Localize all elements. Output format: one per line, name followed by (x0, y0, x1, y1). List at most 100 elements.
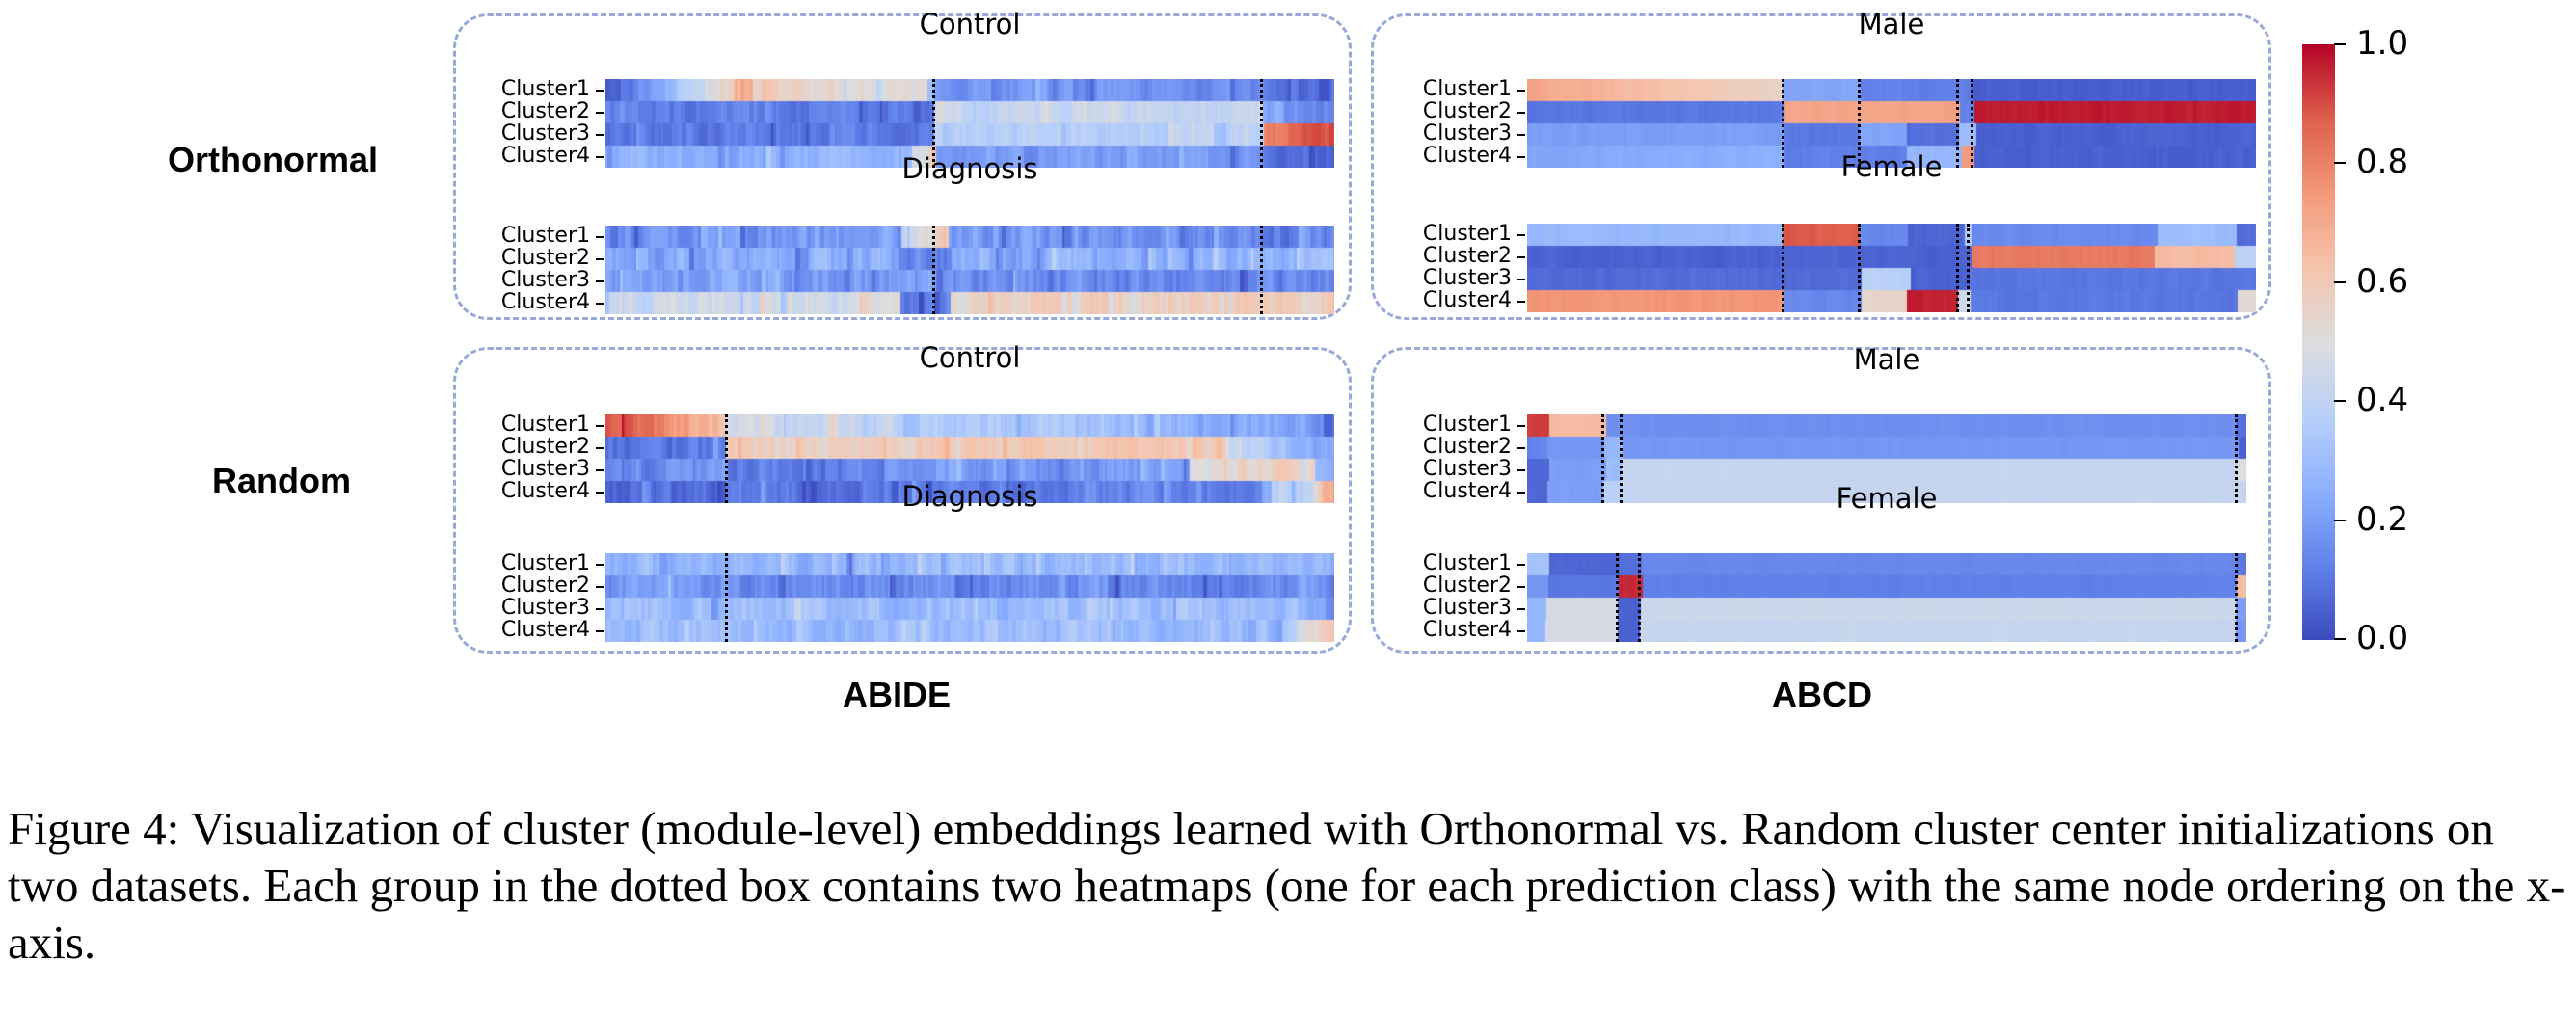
heatmap-cells (1527, 79, 2256, 168)
group-box-random-abide (453, 347, 1352, 654)
y-tick-mark (596, 608, 604, 610)
y-tick-label: Cluster4 (1422, 288, 1512, 312)
group-separator-line (1601, 414, 1605, 503)
heatmap-cells (1527, 414, 2246, 503)
heatmap-cells (1527, 224, 2256, 312)
y-tick-mark (596, 630, 604, 632)
y-tick-label: Cluster3 (1422, 457, 1512, 481)
panel-title: Male (1853, 343, 1920, 376)
y-tick-label: Cluster3 (1422, 266, 1512, 290)
y-tick-mark (596, 564, 604, 566)
group-separator-line (932, 79, 936, 168)
group-separator-line (1260, 79, 1264, 168)
group-separator-line (1857, 224, 1861, 312)
heatmap-cells (1527, 553, 2246, 642)
y-tick-mark (1517, 425, 1525, 427)
y-tick-mark (1517, 586, 1525, 588)
y-tick-label: Cluster2 (500, 574, 590, 598)
y-tick-mark (1517, 301, 1525, 303)
group-separator-line (1616, 553, 1620, 642)
colorbar-tick-label: 0.4 (2356, 381, 2409, 420)
y-tick-label: Cluster2 (500, 435, 590, 459)
y-tick-label: Cluster1 (500, 413, 590, 437)
heatmap-panel-random-abide-control: Control Cluster1 Cluster2 Cluster3 Cluster4 (451, 341, 1334, 503)
group-separator-line (1781, 79, 1784, 168)
y-tick-mark (596, 90, 604, 92)
y-tick-label: Cluster1 (500, 77, 590, 101)
group-box-orthonormal-abcd (1371, 13, 2271, 320)
y-tick-mark (596, 469, 604, 471)
y-tick-mark (1517, 279, 1525, 280)
figure-caption: Figure 4: Visualization of cluster (modu… (8, 802, 2566, 969)
y-tick-label: Cluster4 (500, 618, 590, 642)
y-tick-label: Cluster4 (500, 479, 590, 503)
y-tick-label: Cluster3 (1422, 121, 1512, 146)
heatmap (1527, 224, 2256, 312)
colorbar-tick-mark (2334, 638, 2346, 640)
y-tick-label: Cluster3 (500, 268, 590, 292)
group-separator-line (1971, 79, 1974, 168)
heatmap-cells (605, 226, 1334, 314)
heatmap-panel-orthonormal-abide-diagnosis: Diagnosis Cluster1 Cluster2 Cluster3 Cluster… (451, 152, 1334, 314)
group-separator-line (2234, 414, 2238, 503)
y-tick-mark (596, 134, 604, 136)
colorbar-tick-mark (2334, 162, 2346, 165)
column-label-abcd: ABCD (1772, 675, 1872, 714)
y-tick-mark (596, 303, 604, 305)
group-separator-line (724, 414, 728, 503)
colorbar-tick-label: 0.8 (2356, 143, 2409, 182)
colorbar-tick-mark (2334, 400, 2346, 403)
y-tick-mark (1517, 234, 1525, 236)
y-tick-mark (1517, 90, 1525, 92)
y-tick-mark (596, 258, 604, 260)
panel-title: Control (919, 341, 1021, 374)
y-tick-label: Cluster3 (500, 121, 590, 146)
y-tick-label: Cluster1 (500, 224, 590, 248)
y-tick-label: Cluster1 (500, 551, 590, 575)
panel-title: Control (919, 8, 1021, 40)
y-tick-mark (1517, 112, 1525, 114)
y-tick-label: Cluster1 (1422, 222, 1512, 246)
y-tick-label: Cluster4 (1422, 144, 1512, 168)
y-tick-label: Cluster2 (1422, 99, 1512, 123)
colorbar-tick-label: 0.0 (2356, 619, 2409, 657)
y-tick-label: Cluster4 (1422, 479, 1512, 503)
y-tick-mark (1517, 134, 1525, 136)
heatmap (1527, 79, 2256, 168)
y-tick-label: Cluster3 (1422, 596, 1512, 620)
y-tick-mark (1517, 564, 1525, 566)
panel-title: Diagnosis (901, 152, 1038, 185)
heatmap (605, 553, 1334, 642)
panel-title: Female (1836, 482, 1938, 515)
group-separator-line (1637, 553, 1641, 642)
colorbar-tick-mark (2334, 280, 2346, 283)
y-tick-mark (1517, 447, 1525, 449)
group-box-orthonormal-abide (453, 13, 1352, 320)
heatmap-panel-random-abide-diagnosis: Diagnosis Cluster1 Cluster2 Cluster3 Cluster… (451, 480, 1334, 642)
group-separator-line (932, 226, 936, 314)
y-tick-mark (596, 156, 604, 158)
y-tick-mark (1517, 630, 1525, 632)
y-tick-label: Cluster4 (1422, 618, 1512, 642)
y-tick-mark (596, 447, 604, 449)
colorbar-tick-label: 0.2 (2356, 499, 2409, 539)
group-box-random-abcd (1371, 347, 2271, 654)
panel-title: Female (1840, 150, 1943, 183)
y-tick-label: Cluster2 (1422, 244, 1512, 268)
y-tick-mark (596, 425, 604, 427)
colorbar-tick-label: 0.6 (2356, 261, 2409, 301)
group-separator-line (1781, 224, 1784, 312)
heatmap (605, 226, 1334, 314)
y-tick-mark (1517, 156, 1525, 158)
heatmap (1527, 553, 2246, 642)
column-label-abide: ABIDE (842, 675, 951, 714)
heatmap-panel-random-abcd-male: Male Cluster1 Cluster2 Cluster3 Cluster4 (1373, 343, 2246, 503)
group-separator-line (1967, 224, 1971, 312)
colorbar-tick-mark (2334, 519, 2346, 521)
y-tick-mark (596, 280, 604, 282)
y-tick-mark (596, 112, 604, 114)
y-tick-mark (1517, 492, 1525, 494)
y-tick-label: Cluster2 (1422, 435, 1512, 459)
y-tick-mark (596, 586, 604, 588)
group-separator-line (1260, 226, 1264, 314)
